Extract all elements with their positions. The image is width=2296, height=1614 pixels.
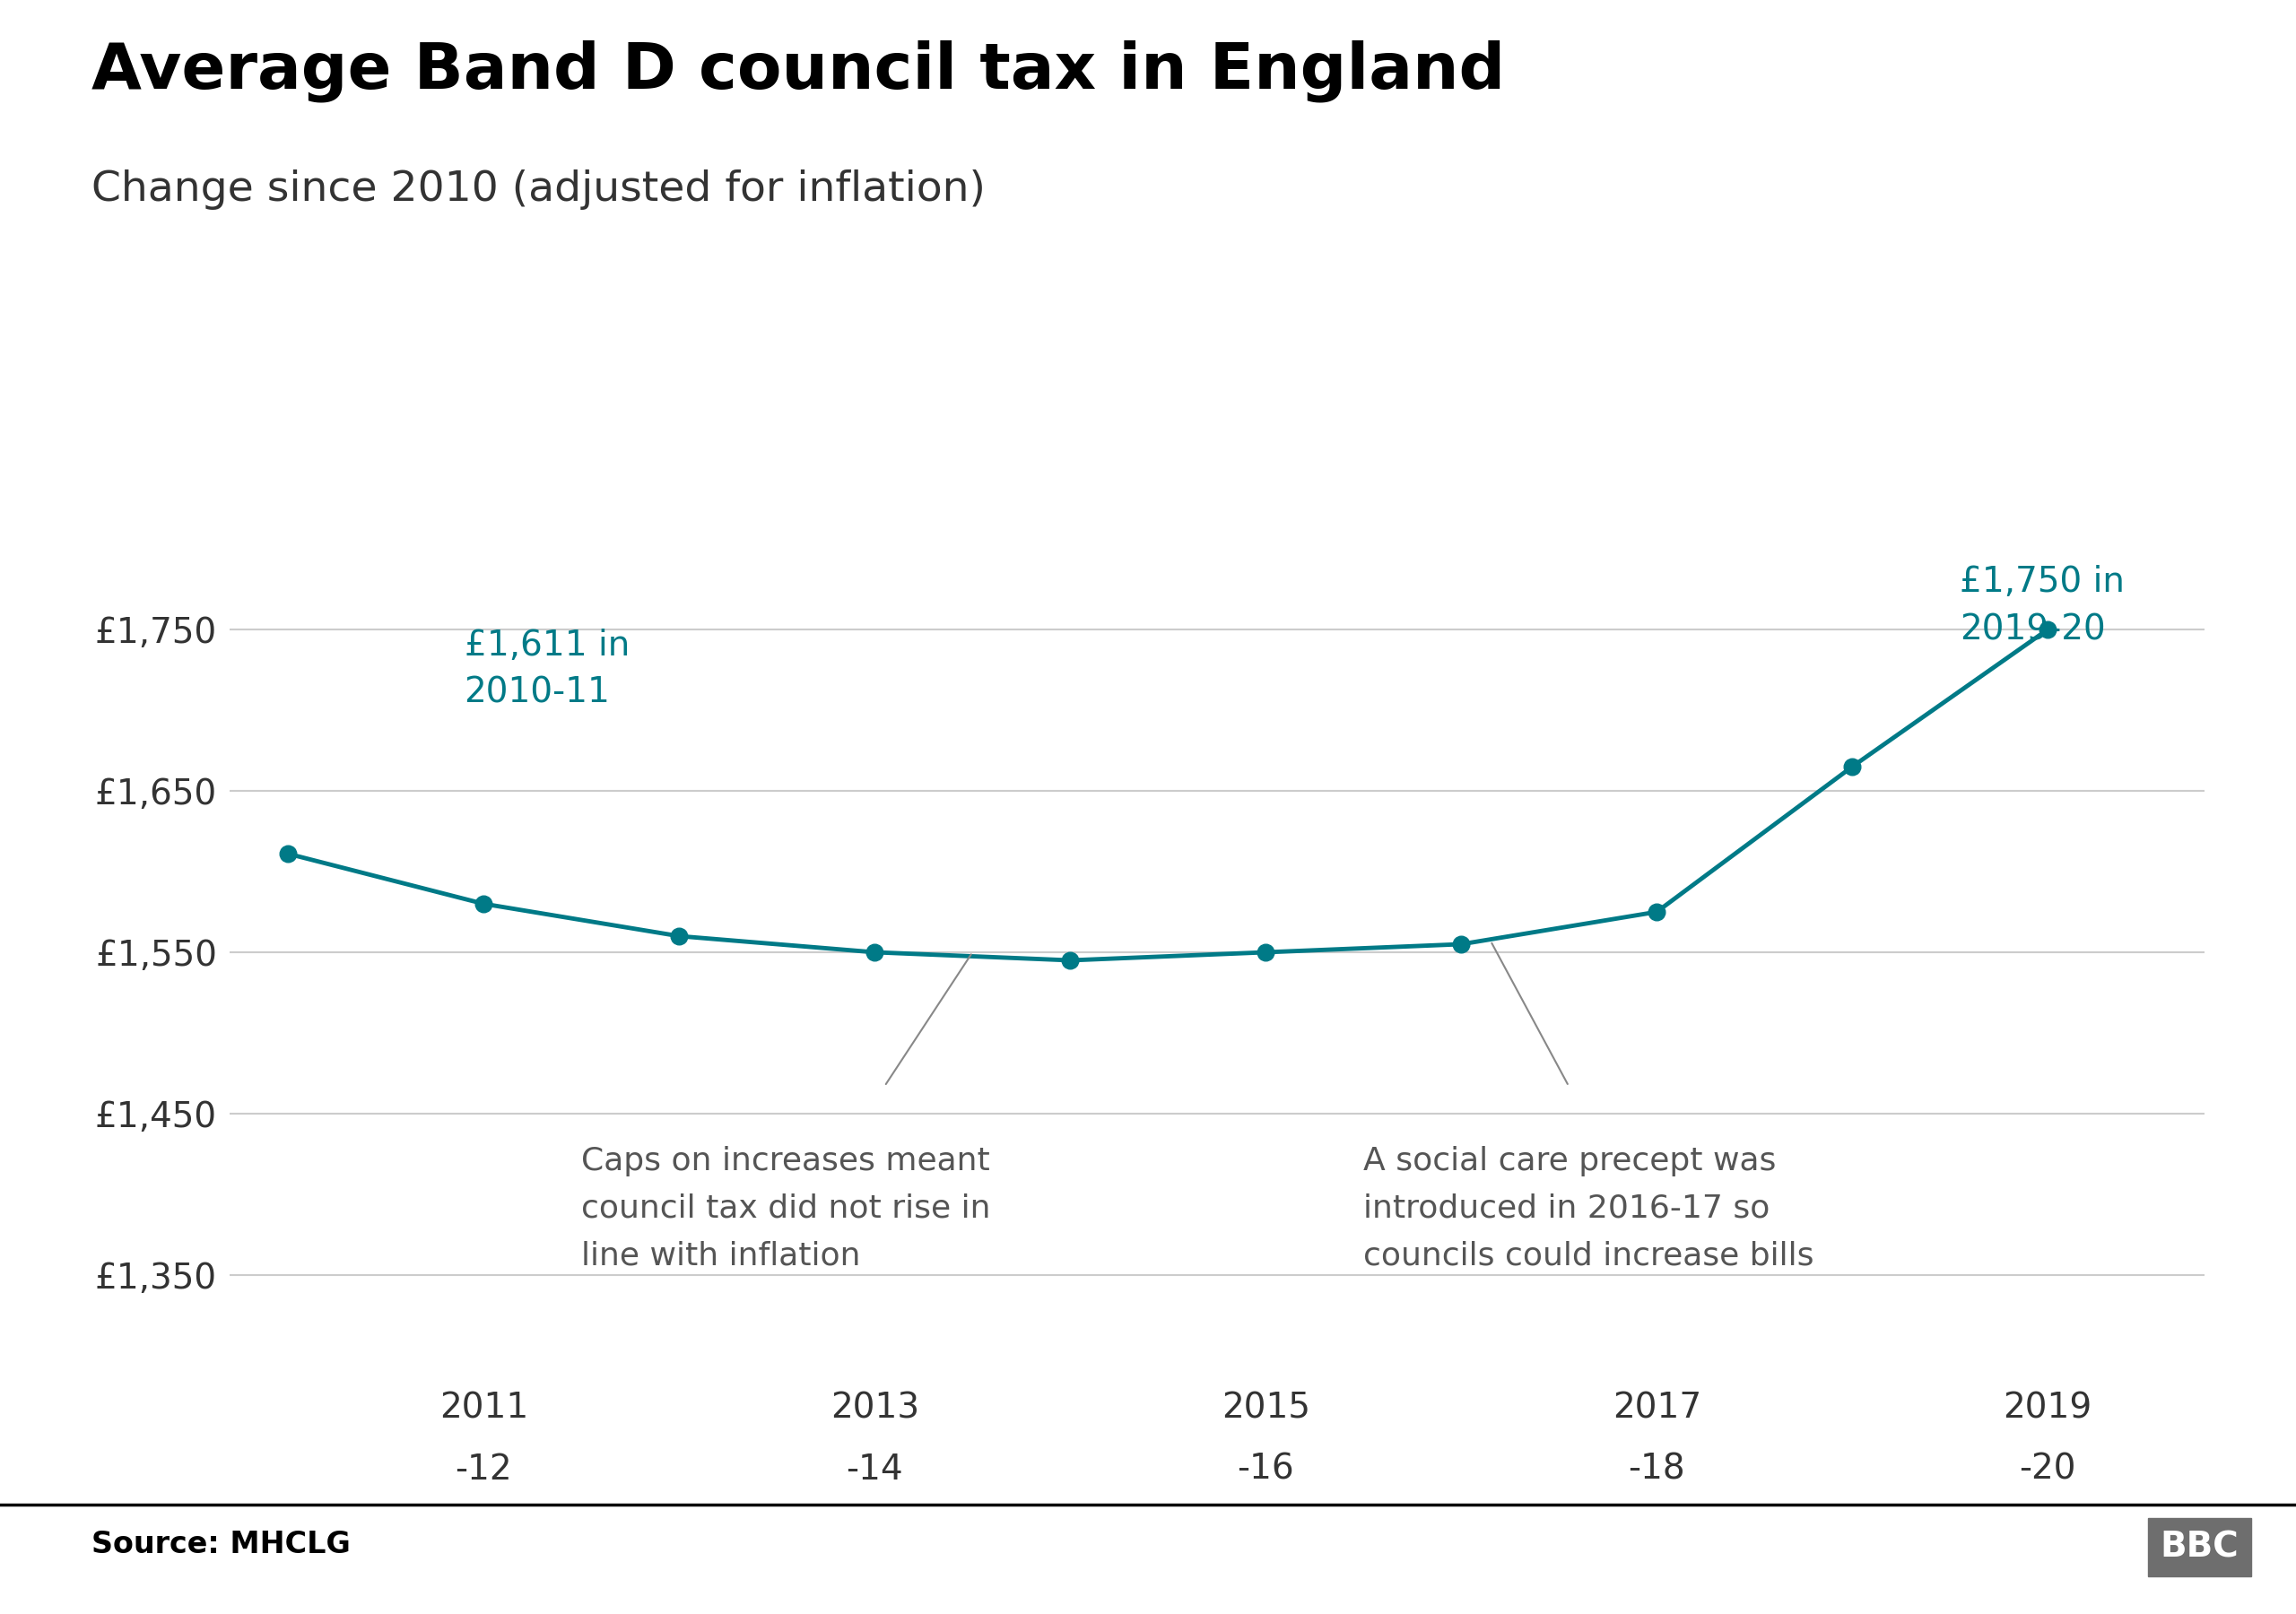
Text: Average Band D council tax in England: Average Band D council tax in England <box>92 40 1506 103</box>
Point <box>271 841 308 867</box>
Text: £1,611 in
2010-11: £1,611 in 2010-11 <box>464 628 629 710</box>
Text: £1,750 in
2019-20: £1,750 in 2019-20 <box>1961 565 2124 647</box>
Text: 2019: 2019 <box>2002 1391 2092 1425</box>
Point <box>856 939 893 965</box>
Text: 2013: 2013 <box>831 1391 918 1425</box>
Text: 2017: 2017 <box>1612 1391 1701 1425</box>
Point <box>1442 931 1479 957</box>
Text: Source: MHCLG: Source: MHCLG <box>92 1530 351 1559</box>
Point <box>466 891 503 917</box>
Text: Caps on increases meant
council tax did not rise in
line with inflation: Caps on increases meant council tax did … <box>581 1146 992 1272</box>
Text: BBC: BBC <box>2161 1530 2239 1564</box>
Point <box>1835 754 1871 780</box>
Text: Change since 2010 (adjusted for inflation): Change since 2010 (adjusted for inflatio… <box>92 169 985 210</box>
Text: -14: -14 <box>847 1453 902 1486</box>
Point <box>661 923 698 949</box>
Text: -16: -16 <box>1238 1453 1295 1486</box>
Point <box>1639 899 1676 925</box>
Text: 2011: 2011 <box>439 1391 528 1425</box>
Text: 2015: 2015 <box>1221 1391 1311 1425</box>
Text: A social care precept was
introduced in 2016-17 so
councils could increase bills: A social care precept was introduced in … <box>1364 1146 1814 1272</box>
Text: -18: -18 <box>1628 1453 1685 1486</box>
Point <box>2030 617 2066 642</box>
Point <box>1052 947 1088 973</box>
Text: -12: -12 <box>455 1453 512 1486</box>
Text: -20: -20 <box>2018 1453 2076 1486</box>
Point <box>1247 939 1283 965</box>
